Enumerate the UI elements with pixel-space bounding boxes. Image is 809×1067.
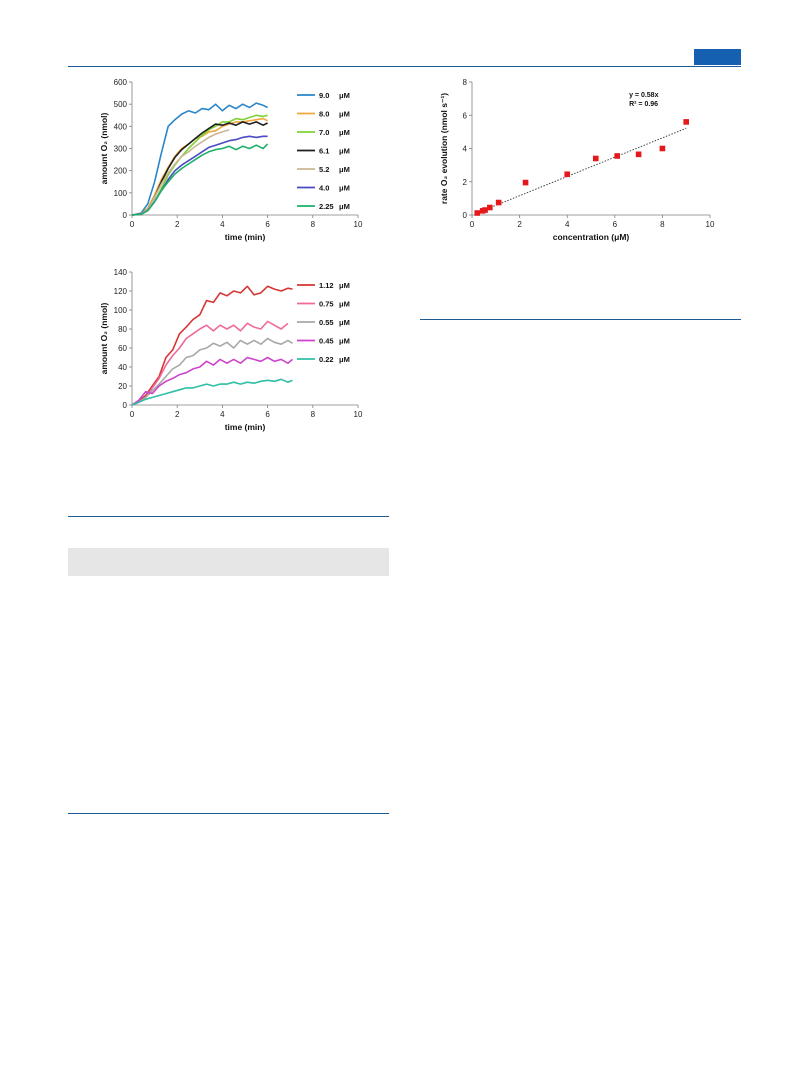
x-tick-label: 6 (613, 220, 618, 229)
legend-label: 8.0 (319, 110, 329, 119)
legend-label: 0.45 (319, 337, 334, 346)
x-tick-label: 6 (265, 220, 270, 229)
x-tick-label: 0 (470, 220, 475, 229)
legend-label: 0.75 (319, 300, 334, 309)
series-line (131, 285, 293, 406)
legend-label: 6.1 (319, 147, 329, 156)
data-point (683, 119, 689, 125)
chart-rate-vs-concentration: 0 2 4 6 8 10 0 2 4 6 8 concentration (μM) rate O₂ ev… (439, 78, 715, 242)
y-tick-label: 2 (463, 178, 468, 187)
legend-label: 4.0 (319, 184, 329, 193)
legend-label: 5.2 (319, 165, 329, 174)
legend-unit: μM (339, 128, 350, 137)
legend-unit: μM (339, 202, 350, 211)
series-line (131, 128, 230, 216)
series-line (131, 337, 293, 406)
legend-unit: μM (339, 147, 350, 156)
x-tick-label: 10 (706, 220, 715, 229)
x-tick-label: 10 (354, 220, 363, 229)
x-tick-label: 8 (311, 220, 316, 229)
y-tick-label: 0 (123, 211, 128, 220)
x-tick-label: 6 (265, 410, 270, 419)
y-tick-label: 60 (118, 344, 127, 353)
data-point (474, 210, 481, 216)
legend-unit: μM (339, 337, 350, 346)
table-header-band (68, 548, 389, 576)
legend-unit: μM (339, 300, 350, 309)
legend-label: 9.0 (319, 91, 329, 100)
y-axis-label: amount O₂ (nmol) (99, 112, 109, 184)
x-axis-label: time (min) (225, 422, 266, 432)
legend-unit: μM (339, 165, 350, 174)
data-point (522, 179, 529, 186)
x-tick-label: 10 (354, 410, 363, 419)
legend-unit: μM (339, 281, 350, 290)
legend-unit: μM (339, 91, 350, 100)
legend-unit: μM (339, 184, 350, 193)
legend-unit: μM (339, 110, 350, 119)
section-rule-left-1 (68, 516, 389, 517)
header-rule (68, 66, 741, 67)
y-tick-label: 6 (463, 111, 468, 120)
trendline (476, 127, 687, 214)
legend-label: 1.12 (319, 281, 334, 290)
section-rule-left-2 (68, 813, 389, 814)
x-axis-label: concentration (μM) (553, 232, 630, 242)
x-tick-label: 2 (517, 220, 522, 229)
y-tick-label: 120 (114, 287, 128, 296)
data-point (495, 199, 502, 206)
header-accent-tab (694, 49, 741, 65)
y-tick-label: 4 (463, 145, 468, 154)
legend-label: 2.25 (319, 202, 334, 211)
y-tick-label: 80 (118, 325, 127, 334)
y-tick-label: 20 (118, 382, 127, 391)
series-line (131, 356, 294, 406)
data-point (659, 145, 666, 152)
y-axis-label: rate O₂ evolution (nmol s⁻¹) (439, 93, 449, 204)
x-tick-label: 4 (565, 220, 570, 229)
y-tick-label: 8 (463, 78, 468, 87)
legend-unit: μM (339, 318, 350, 327)
data-point (482, 207, 488, 213)
y-tick-label: 0 (463, 211, 468, 220)
x-tick-label: 2 (175, 220, 180, 229)
trendline-equation: y = 0.58x (629, 92, 658, 99)
x-tick-label: 4 (220, 410, 225, 419)
series-line (131, 320, 289, 406)
y-tick-label: 100 (114, 306, 128, 315)
x-tick-label: 0 (130, 220, 135, 229)
x-tick-label: 0 (130, 410, 135, 419)
legend-label: 0.55 (319, 318, 334, 327)
y-tick-label: 400 (114, 122, 128, 131)
y-tick-label: 40 (118, 363, 127, 372)
x-axis-label: time (min) (225, 232, 266, 242)
trendline-r2: R² = 0.96 (629, 101, 658, 108)
section-rule-right (420, 319, 741, 320)
data-point (564, 171, 570, 178)
y-tick-label: 200 (114, 167, 128, 176)
x-tick-label: 2 (175, 410, 180, 419)
data-point (614, 153, 620, 159)
legend-unit: μM (339, 355, 350, 364)
y-tick-label: 100 (114, 189, 128, 198)
x-tick-label: 8 (311, 410, 316, 419)
y-tick-label: 300 (114, 145, 128, 154)
series-line (131, 378, 293, 406)
x-tick-label: 4 (220, 220, 225, 229)
x-tick-label: 8 (660, 220, 665, 229)
data-point (635, 151, 642, 158)
series-line (131, 102, 268, 216)
legend-label: 7.0 (319, 128, 329, 137)
legend-label: 0.22 (319, 355, 334, 364)
y-tick-label: 140 (114, 268, 128, 277)
series-line (131, 143, 269, 216)
y-tick-label: 0 (123, 401, 128, 410)
data-point (487, 204, 493, 211)
data-point (592, 155, 599, 162)
y-tick-label: 600 (114, 78, 128, 87)
y-axis-label: amount O₂ (nmol) (99, 302, 109, 374)
y-tick-label: 500 (114, 100, 128, 109)
